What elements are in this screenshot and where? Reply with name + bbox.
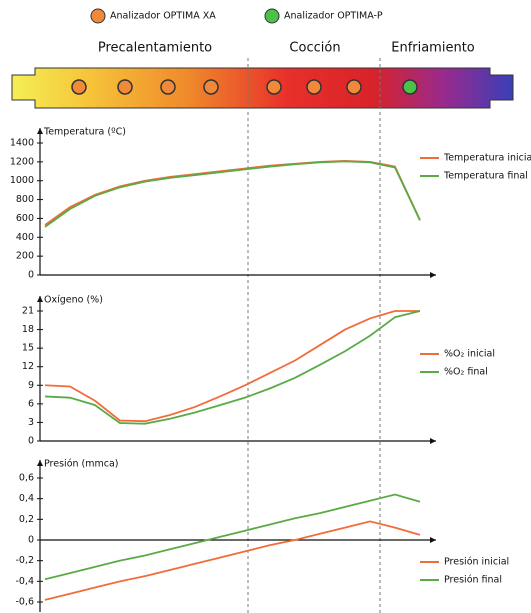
y-tick-label: 3 [28, 417, 34, 428]
series-line [44, 310, 420, 423]
y-tick-label: 21 [22, 306, 34, 317]
y-tick-label: 0 [28, 436, 34, 447]
axis-title: Temperatura (ºC) [43, 127, 126, 138]
y-tick-label: 0 [28, 270, 34, 281]
legend-swatch [90, 8, 106, 24]
y-tick-label: 12 [22, 361, 34, 372]
y-tick-label: 9 [28, 380, 34, 391]
y-tick-label: 0 [28, 535, 34, 546]
legend-label: Analizador OPTIMA-P [284, 11, 383, 22]
legend-label: Temperatura final [443, 171, 528, 182]
y-tick-label: 800 [16, 194, 34, 205]
analyzer [346, 79, 362, 95]
analyzer [160, 79, 176, 95]
analyzer [117, 79, 133, 95]
y-tick-label: 0,6 [19, 473, 34, 484]
axis-arrow [430, 438, 436, 444]
series-line [44, 160, 421, 228]
axis-arrow [37, 460, 43, 466]
y-tick-label: 6 [28, 398, 34, 409]
series-line [44, 310, 421, 425]
axis-arrow [37, 296, 43, 302]
y-tick-label: 18 [22, 324, 34, 335]
kiln [11, 67, 514, 109]
legend-label: Presión final [444, 575, 502, 586]
axis-arrow [430, 272, 436, 278]
y-tick-label: 15 [22, 343, 34, 354]
legend-label: %O₂ final [444, 367, 488, 378]
y-tick-label: 1000 [10, 175, 34, 186]
analyzer-points [71, 79, 418, 95]
series-line [44, 520, 421, 601]
axis-arrow [37, 128, 43, 134]
y-tick-label: 600 [16, 213, 34, 224]
zone-label: Enfriamiento [391, 41, 475, 56]
analyzer [402, 79, 418, 95]
y-tick-label: 1400 [10, 138, 34, 149]
axis-title: Oxígeno (%) [44, 295, 103, 306]
zone-label: Cocción [289, 41, 340, 56]
analyzer [203, 79, 219, 95]
analyzer [306, 79, 322, 95]
legend-label: %O₂ inicial [444, 349, 495, 360]
zone-label: Precalentamiento [98, 41, 212, 56]
y-tick-label: 1200 [10, 156, 34, 167]
y-tick-label: 0,4 [19, 493, 34, 504]
y-tick-label: -0,6 [15, 597, 34, 608]
series-line [44, 493, 421, 581]
axis-title: Presión (mmca) [44, 459, 119, 470]
y-tick-label: -0,2 [15, 555, 34, 566]
legend-label: Analizador OPTIMA XA [110, 11, 216, 22]
y-tick-label: -0,4 [15, 576, 34, 587]
analyzer [71, 79, 87, 95]
axis-arrow [430, 537, 436, 543]
legend-swatch [264, 8, 280, 24]
analyzer [266, 79, 282, 95]
y-tick-label: 200 [16, 251, 34, 262]
legend-label: Presión inicial [444, 557, 509, 568]
y-tick-label: 0,2 [19, 514, 34, 525]
y-tick-label: 400 [16, 232, 34, 243]
legend-label: Temperatura inicial [443, 153, 531, 164]
